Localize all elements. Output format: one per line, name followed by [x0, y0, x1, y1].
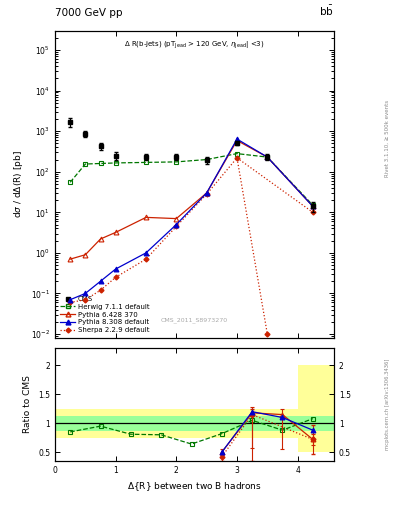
Y-axis label: Ratio to CMS: Ratio to CMS — [24, 375, 33, 434]
Text: Rivet 3.1.10, ≥ 500k events: Rivet 3.1.10, ≥ 500k events — [385, 100, 390, 177]
Text: mcplots.cern.ch [arXiv:1306.3436]: mcplots.cern.ch [arXiv:1306.3436] — [385, 359, 390, 450]
Y-axis label: d$\sigma$ / d$\Delta$(R) [pb]: d$\sigma$ / d$\Delta$(R) [pb] — [13, 151, 26, 218]
X-axis label: $\Delta${R} between two B hadrons: $\Delta${R} between two B hadrons — [127, 480, 262, 493]
Text: $\Delta$ R(b-jets) (pT$_{\sf{Jead}}$ > 120 GeV, $\eta_{\sf{Jead}}|$ <3): $\Delta$ R(b-jets) (pT$_{\sf{Jead}}$ > 1… — [124, 40, 265, 51]
Text: 7000 GeV pp: 7000 GeV pp — [55, 8, 123, 18]
Legend: CMS, Herwig 7.1.1 default, Pythia 6.428 370, Pythia 8.308 default, Sherpa 2.2.9 : CMS, Herwig 7.1.1 default, Pythia 6.428 … — [59, 295, 151, 334]
Text: CMS_2011_S8973270: CMS_2011_S8973270 — [161, 317, 228, 323]
Text: b$\bar{\mathrm{b}}$: b$\bar{\mathrm{b}}$ — [320, 4, 334, 18]
